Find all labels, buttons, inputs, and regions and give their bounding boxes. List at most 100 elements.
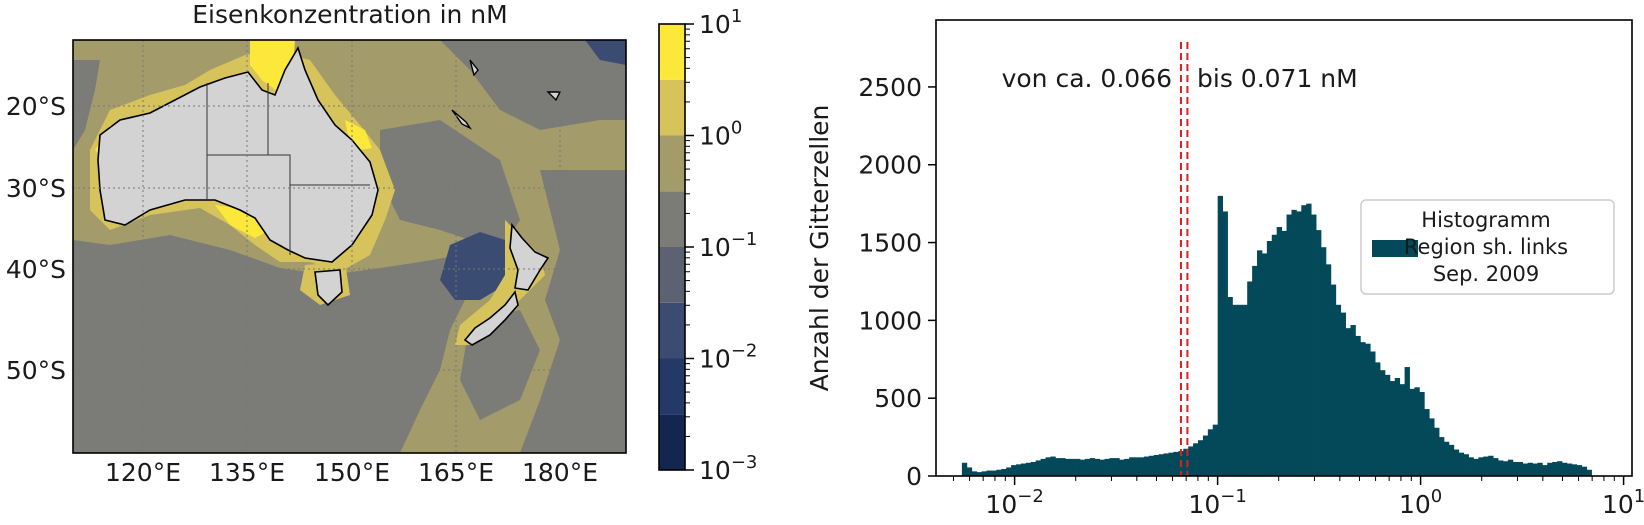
histogram-bar (1542, 465, 1548, 476)
histogram-bar (1360, 342, 1366, 476)
histogram-bar (1325, 264, 1332, 476)
ocean-region-north (340, 40, 626, 130)
map-ytick-label: 30°S (6, 174, 66, 203)
histogram-bar (1340, 312, 1346, 476)
map-field (73, 40, 626, 453)
histogram-bar (1247, 281, 1253, 476)
histogram-bar (1419, 391, 1425, 476)
legend-line: Histogramm (1421, 208, 1550, 232)
colorbar-band (659, 247, 685, 303)
map-ytick-label: 20°S (6, 92, 66, 121)
histogram-bar (1429, 418, 1435, 476)
histogram-bar (1030, 461, 1037, 476)
histogram-bar (1124, 458, 1130, 476)
histogram-bar (1138, 457, 1145, 476)
colorbar-band (659, 302, 685, 359)
histogram-bar (1040, 458, 1046, 476)
histogram-bar (1512, 461, 1519, 476)
histogram-bar (1109, 458, 1115, 476)
histogram-x-tick-label: 100 (1399, 486, 1442, 519)
histogram-bar (1143, 456, 1150, 476)
histogram-bar (986, 470, 992, 476)
histogram-bar (1522, 463, 1528, 476)
histogram-bar (1099, 459, 1105, 476)
histogram-bar (1257, 250, 1263, 476)
histogram-bar (1035, 460, 1042, 476)
histogram-x-axis: 10−2 10−1 100 101 (952, 476, 1644, 519)
histogram-bar (1202, 435, 1209, 476)
histogram-bar (1242, 304, 1248, 476)
land-tasmania (314, 269, 343, 307)
histogram-bar (1473, 458, 1479, 476)
legend-line: Region sh. links (1404, 235, 1568, 259)
histogram-x-tick-label: 10−2 (985, 486, 1043, 519)
map-xtick-label: 165°E (418, 458, 494, 487)
histogram-bar (1276, 226, 1283, 476)
legend-line: Sep. 2009 (1433, 262, 1539, 286)
histogram-bar (1163, 453, 1169, 476)
histogram-bar (1006, 467, 1012, 476)
histogram-bar (1557, 461, 1563, 476)
histogram-y-tick-label: 500 (874, 384, 922, 413)
histogram-bar (1458, 452, 1465, 476)
histogram-bar (1399, 384, 1406, 476)
colorbar-band (659, 135, 685, 192)
colorbar-tick-label: 101 (699, 6, 742, 39)
histogram-bar (1222, 211, 1228, 476)
histogram-bar (1320, 247, 1327, 476)
colorbar-band (659, 191, 685, 247)
histogram-bar (1306, 203, 1312, 476)
legend: Histogramm Region sh. links Sep. 2009 (1360, 199, 1615, 295)
histogram-x-tick-label: 10−1 (1188, 486, 1246, 519)
colorbar-tick-label: 10−3 (699, 452, 757, 485)
histogram-bar (1079, 459, 1086, 476)
legend-box (1360, 199, 1615, 295)
histogram-bar (1016, 464, 1022, 476)
histogram-bar (1394, 377, 1401, 476)
map-xtick-label: 135°E (209, 458, 285, 487)
histogram-bar (1389, 381, 1396, 476)
histogram-bar (1188, 446, 1194, 476)
histogram-bar (961, 462, 968, 476)
high-iron-east (345, 120, 372, 150)
colorbar-band (659, 358, 685, 415)
map-frame (72, 39, 627, 454)
map-ytick-label: 50°S (6, 356, 66, 385)
histogram-bar (1129, 457, 1135, 476)
histogram-x-tick-label: 101 (1602, 486, 1644, 519)
histogram-bar (1566, 463, 1573, 476)
histogram-bar (1011, 465, 1017, 476)
histogram-bar (1537, 462, 1543, 476)
histogram-bar (1311, 214, 1317, 476)
histogram-bar (1134, 457, 1140, 476)
histogram-bar (1414, 387, 1420, 476)
histogram-bar (1370, 351, 1376, 476)
land-new-zealand-south (463, 290, 519, 346)
histogram-bar (1281, 230, 1287, 476)
histogram-y-tick-label: 2500 (858, 73, 922, 102)
histogram-bar (1507, 459, 1514, 476)
histogram-bar (1552, 461, 1558, 476)
histogram-bar (1380, 370, 1386, 476)
histogram-bar (1261, 253, 1268, 476)
islands (451, 59, 562, 130)
histogram-y-tick-label: 1500 (858, 229, 922, 258)
histogram-bar (1345, 328, 1351, 476)
histogram-bar (1527, 462, 1533, 476)
state-borders (206, 83, 370, 255)
ocean-region-west (73, 60, 100, 150)
histogram-bar (1301, 205, 1307, 477)
histogram-bar (1252, 265, 1258, 476)
histogram-bar (1581, 466, 1588, 476)
histogram-bar (1237, 304, 1243, 476)
histogram-bar (1291, 209, 1297, 476)
histogram-bar (1173, 451, 1179, 476)
histogram-bar (1434, 427, 1440, 476)
colorbar-band (659, 414, 685, 470)
histogram-bar (1217, 195, 1224, 477)
histogram-bar (1439, 437, 1445, 476)
histogram-y-axis: 0 500 1000 1500 2000 2500 (858, 73, 936, 491)
colorbar-band (659, 24, 685, 80)
histogram-bar (1571, 464, 1578, 476)
